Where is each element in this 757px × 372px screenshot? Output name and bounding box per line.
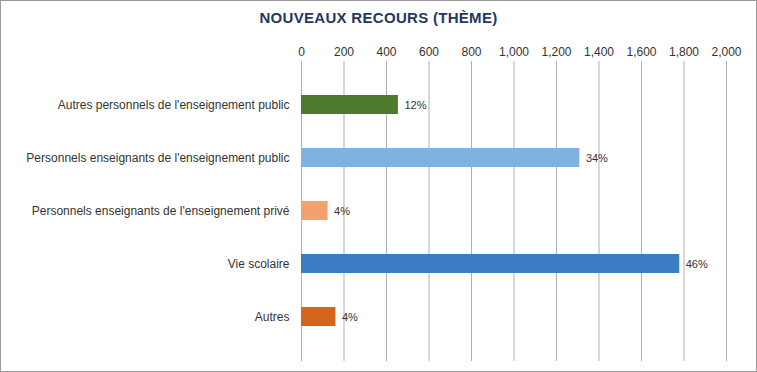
svg-text:1,800: 1,800 — [669, 45, 699, 59]
svg-text:1,200: 1,200 — [541, 45, 571, 59]
svg-text:2,000: 2,000 — [711, 45, 741, 59]
svg-text:1,600: 1,600 — [626, 45, 656, 59]
svg-text:200: 200 — [334, 45, 354, 59]
html-text:NOUVEAUX RECOURS (THÈME): NOUVEAUX RECOURS (THÈME) — [259, 9, 498, 26]
svg-text:Autres: Autres — [255, 310, 290, 324]
svg-text:600: 600 — [419, 45, 439, 59]
svg-text:0: 0 — [298, 45, 305, 59]
svg-text:34%: 34% — [586, 152, 608, 164]
svg-text:12%: 12% — [404, 99, 426, 111]
svg-text:800: 800 — [461, 45, 481, 59]
svg-text:Personnels enseignants de l'en: Personnels enseignants de l'enseignement… — [32, 204, 290, 218]
svg-text:Vie scolaire: Vie scolaire — [228, 257, 290, 271]
svg-text:4%: 4% — [342, 311, 358, 323]
svg-text:4%: 4% — [334, 205, 350, 217]
svg-text:1,400: 1,400 — [584, 45, 614, 59]
svg-text:400: 400 — [376, 45, 396, 59]
svg-text:Autres personnels de l'enseign: Autres personnels de l'enseignement publ… — [58, 98, 290, 112]
svg-text:46%: 46% — [686, 258, 708, 270]
svg-text:Personnels enseignants de l'en: Personnels enseignants de l'enseignement… — [26, 151, 289, 165]
svg-text:1,000: 1,000 — [499, 45, 529, 59]
